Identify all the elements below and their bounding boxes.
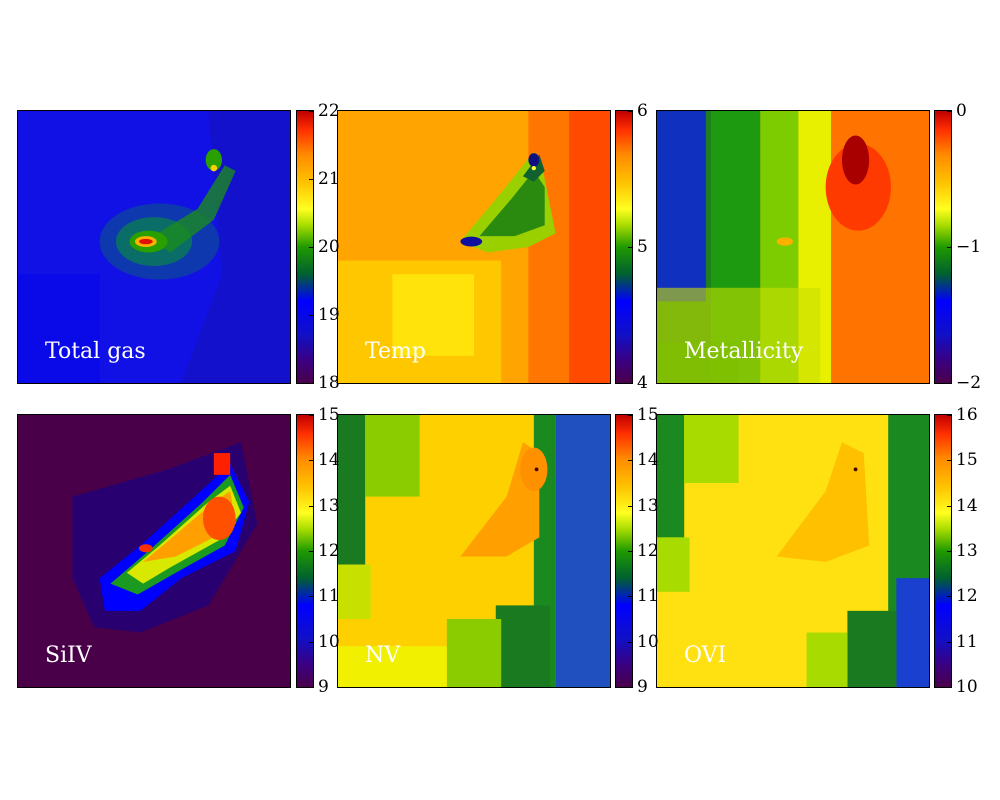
colorbar-tick: [309, 596, 314, 597]
colorbar-tick: [628, 460, 633, 461]
colorbar-tick: [309, 111, 314, 112]
colorbar-tick-label: 11: [956, 632, 978, 652]
colorbar-tick: [309, 415, 314, 416]
colorbar-tick-label: 11: [637, 586, 659, 606]
colorbar-tick-label: −1: [956, 237, 982, 257]
panel-label: Total gas: [45, 339, 146, 364]
colorbar-tick: [628, 596, 633, 597]
panel-label: Metallicity: [684, 339, 804, 364]
colorbar-tick-label: 4: [637, 373, 648, 393]
colorbar-tick: [947, 460, 952, 461]
colorbar-tick-label: 14: [956, 496, 978, 516]
colorbar-tick-label: 13: [956, 541, 978, 561]
colorbar-tick-label: 12: [318, 541, 340, 561]
colorbar-tick: [309, 506, 314, 507]
colorbar-tick: [628, 415, 633, 416]
colorbar-tick-label: 15: [318, 405, 340, 425]
colorbar-tick-label: 10: [637, 632, 659, 652]
heatmap-ovi: OVI: [656, 414, 930, 688]
colorbar-tick-label: 14: [637, 450, 659, 470]
panel-label: OVI: [684, 643, 727, 668]
panel-label: Temp: [365, 339, 426, 364]
colorbar-tick-label: 0: [956, 101, 967, 121]
colorbar-tick: [947, 551, 952, 552]
colorbar-tick-label: 13: [637, 496, 659, 516]
colorbar-tick-label: 20: [318, 237, 340, 257]
colorbar-tick-label: 19: [318, 305, 340, 325]
colorbar-tick-label: 22: [318, 101, 340, 121]
colorbar-tick-label: 5: [637, 237, 648, 257]
colorbar-tick: [628, 687, 633, 688]
colorbar-tick-label: 12: [637, 541, 659, 561]
colorbar-tick: [628, 551, 633, 552]
colorbar-tick-label: 10: [318, 632, 340, 652]
colorbar-tick: [309, 179, 314, 180]
colorbar-tick-label: −2: [956, 373, 982, 393]
colorbar-tick-label: 15: [637, 405, 659, 425]
colorbar-tick-label: 6: [637, 101, 648, 121]
colorbar-tick: [628, 247, 633, 248]
colorbar-tick-label: 12: [956, 586, 978, 606]
colorbar-tick: [309, 642, 314, 643]
colorbar-tick-label: 10: [956, 677, 978, 697]
colorbar-tick: [947, 247, 952, 248]
colorbar-tick: [628, 642, 633, 643]
heatmap-temp: Temp: [337, 110, 611, 384]
colorbar-tick: [947, 111, 952, 112]
colorbar-tick: [628, 111, 633, 112]
colorbar-tick-label: 16: [956, 405, 978, 425]
colorbar-tick-label: 11: [318, 586, 340, 606]
colorbar-tick: [947, 383, 952, 384]
colorbar-tick: [309, 315, 314, 316]
colorbar-tick-label: 9: [318, 677, 329, 697]
colorbar-tick: [309, 460, 314, 461]
colorbar-tick: [947, 506, 952, 507]
heatmap-total-gas: Total gas: [17, 110, 291, 384]
colorbar-tick-label: 14: [318, 450, 340, 470]
panel-label: SiIV: [45, 643, 92, 668]
colorbar-tick: [947, 687, 952, 688]
colorbar-tick: [309, 383, 314, 384]
colorbar-tick: [309, 551, 314, 552]
heatmap-nv: NV: [337, 414, 611, 688]
heatmap-siiv: SiIV: [17, 414, 291, 688]
colorbar-tick: [947, 596, 952, 597]
colorbar-tick: [309, 687, 314, 688]
panel-label: NV: [365, 643, 401, 668]
colorbar-tick-label: 15: [956, 450, 978, 470]
colorbar-tick: [947, 415, 952, 416]
colorbar-tick: [947, 642, 952, 643]
colorbar-tick: [628, 506, 633, 507]
colorbar-tick-label: 13: [318, 496, 340, 516]
colorbar-tick: [628, 383, 633, 384]
colorbar-tick-label: 9: [637, 677, 648, 697]
heatmap-metallicity: Metallicity: [656, 110, 930, 384]
colorbar-tick-label: 21: [318, 169, 340, 189]
colorbar-tick-label: 18: [318, 373, 340, 393]
colorbar-tick: [309, 247, 314, 248]
